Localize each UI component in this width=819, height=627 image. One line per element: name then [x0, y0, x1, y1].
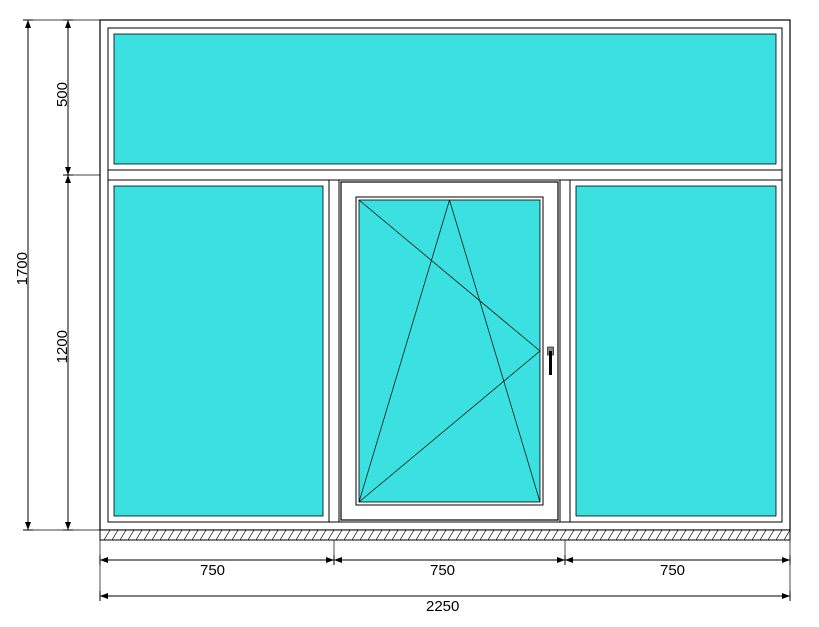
dim-col3: 750 [660, 562, 685, 579]
dim-total-height: 1700 [14, 252, 31, 285]
dim-total-width: 2250 [426, 598, 459, 615]
window-drawing [0, 0, 819, 627]
dim-top-height: 500 [54, 82, 71, 107]
dim-bottom-height: 1200 [54, 330, 71, 363]
dim-col1: 750 [200, 562, 225, 579]
dim-col2: 750 [430, 562, 455, 579]
